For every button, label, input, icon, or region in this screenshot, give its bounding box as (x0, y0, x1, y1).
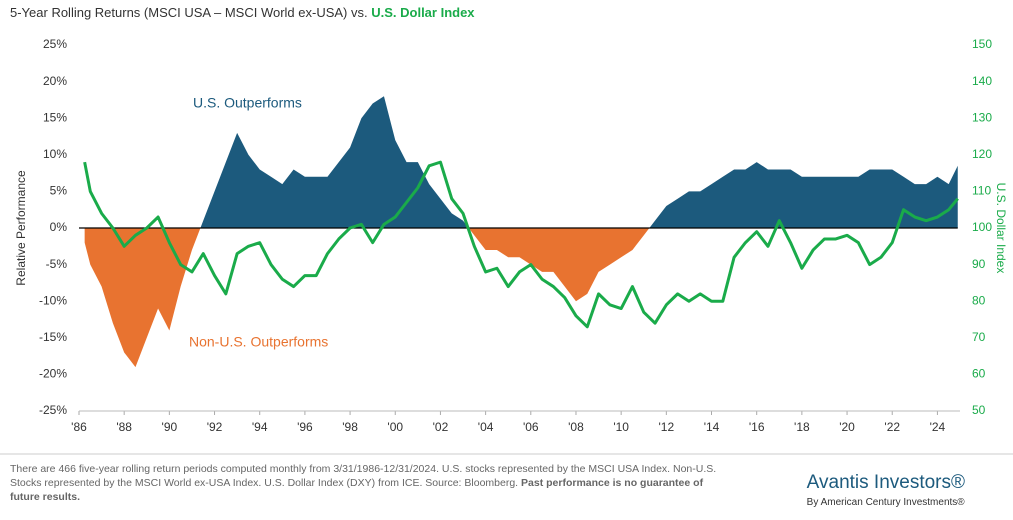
y-tick-label: -10% (39, 293, 67, 307)
y2-axis-label: U.S. Dollar Index (994, 183, 1008, 274)
footer-note: There are 466 five-year rolling return p… (10, 462, 720, 504)
y-tick-label: 15% (43, 110, 67, 124)
x-tick-label: '00 (387, 420, 403, 434)
y2-tick-label: 150 (972, 37, 992, 51)
y2-tick-label: 110 (972, 184, 991, 198)
x-tick-label: '08 (568, 420, 584, 434)
x-tick-label: '94 (252, 420, 268, 434)
y-tick-label: 0% (50, 220, 68, 234)
chart: 5-Year Rolling Returns (MSCI USA – MSCI … (0, 5, 1013, 455)
brand-sub: By American Century Investments® (806, 497, 965, 508)
x-tick-label: '02 (433, 420, 449, 434)
y2-tick-label: 100 (972, 220, 992, 234)
annotation: U.S. Outperforms (193, 95, 302, 111)
x-tick-label: '12 (659, 420, 675, 434)
area-positive (84, 96, 958, 228)
brand: Avantis Investors® By American Century In… (807, 472, 965, 508)
y-axis-label: Relative Performance (14, 170, 28, 286)
title-highlight: U.S. Dollar Index (371, 5, 475, 20)
x-tick-label: '16 (749, 420, 765, 434)
y-tick-label: -15% (39, 330, 67, 344)
x-tick-label: '06 (523, 420, 539, 434)
y-tick-label: 25% (43, 37, 67, 51)
x-tick-label: '88 (116, 420, 132, 434)
x-tick-label: '90 (162, 420, 178, 434)
x-tick-label: '04 (478, 420, 494, 434)
x-tick-label: '20 (839, 420, 855, 434)
x-tick-label: '14 (704, 420, 720, 434)
x-tick-label: '96 (297, 420, 313, 434)
y2-tick-label: 120 (972, 147, 992, 161)
area-negative (84, 228, 958, 368)
x-tick-label: '10 (613, 420, 629, 434)
brand-name: Avantis Investors® (806, 472, 965, 493)
y-tick-label: -25% (39, 403, 67, 417)
y2-tick-label: 130 (972, 110, 992, 124)
y-tick-label: 10% (43, 147, 67, 161)
y2-tick-label: 90 (972, 257, 986, 271)
y-tick-label: 5% (50, 184, 68, 198)
x-tick-label: '98 (342, 420, 358, 434)
y2-tick-label: 60 (972, 367, 986, 381)
note-bold: Past performance is no guarantee of futu… (10, 477, 704, 503)
y2-tick-label: 140 (972, 74, 992, 88)
y-tick-label: -20% (39, 367, 67, 381)
dollar-line (83, 160, 959, 329)
x-tick-label: '86 (71, 420, 87, 434)
x-tick-label: '22 (884, 420, 900, 434)
y2-tick-label: 50 (972, 403, 986, 417)
x-tick-label: '18 (794, 420, 810, 434)
chart-title: 5-Year Rolling Returns (MSCI USA – MSCI … (10, 5, 475, 20)
x-tick-label: '92 (207, 420, 223, 434)
annotation: Non-U.S. Outperforms (189, 334, 328, 350)
title: 5-Year Rolling Returns (MSCI USA – MSCI … (10, 5, 368, 20)
y2-tick-label: 80 (972, 293, 986, 307)
note: There are 466 five-year rolling return p… (10, 463, 717, 489)
y2-tick-label: 70 (972, 330, 986, 344)
y-tick-label: -5% (46, 257, 68, 271)
x-tick-label: '24 (930, 420, 946, 434)
y-tick-label: 20% (43, 74, 67, 88)
